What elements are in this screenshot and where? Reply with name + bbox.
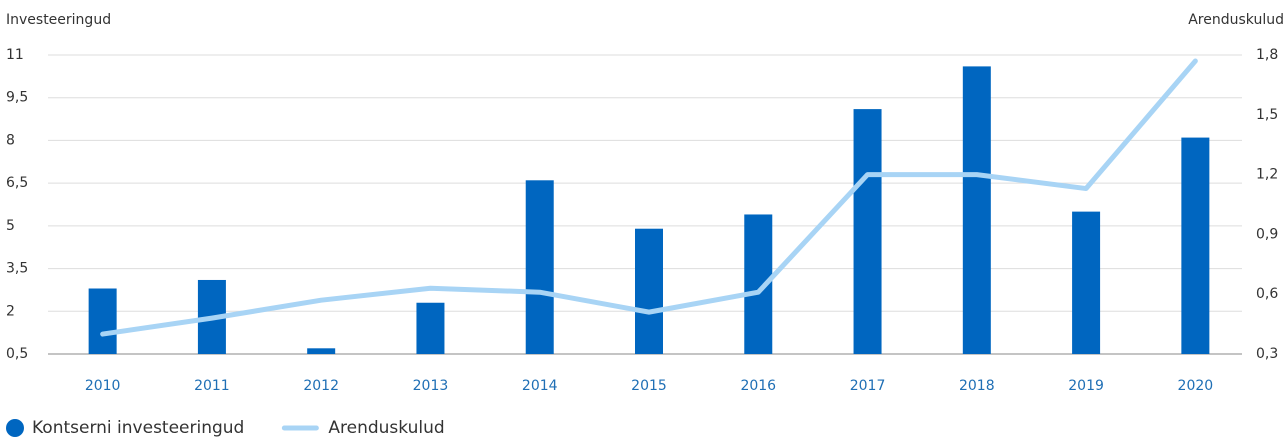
y2-tick-label: 0,6 — [1256, 286, 1278, 302]
bar — [416, 302, 445, 354]
x-tick-label: 2012 — [303, 378, 339, 394]
y2-tick-label: 1,2 — [1256, 167, 1278, 183]
x-tick-label: 2014 — [522, 378, 558, 394]
line — [100, 58, 1198, 337]
y-axis-title: Investeeringud — [6, 12, 111, 28]
x-tick-label: 2019 — [1068, 378, 1104, 394]
y-tick-label: 9,5 — [6, 90, 28, 106]
legend-label: Kontserni investeeringud — [32, 418, 244, 438]
x-tick-label: 2015 — [631, 378, 667, 394]
bar — [853, 109, 882, 354]
x-tick-label: 2020 — [1178, 378, 1214, 394]
y2-tick-label: 1,5 — [1256, 107, 1278, 123]
legend-label: Arenduskulud — [328, 418, 444, 438]
legend-swatch — [6, 419, 24, 437]
y2-tick-label: 1,8 — [1256, 47, 1278, 63]
y2-axis-title: Arenduskulud — [1188, 12, 1284, 28]
y-tick-label: 11 — [6, 47, 24, 63]
y-tick-label: 3,5 — [6, 261, 28, 277]
bar — [1181, 137, 1210, 354]
bar — [525, 180, 554, 354]
bar — [307, 348, 336, 354]
y2-tick-label: 0,3 — [1256, 346, 1278, 362]
y-tick-label: 6,5 — [6, 175, 28, 191]
bar — [88, 288, 117, 354]
x-tick-label: 2018 — [959, 378, 995, 394]
y2-tick-label: 0,9 — [1256, 226, 1278, 242]
bar — [962, 66, 991, 354]
bar — [635, 228, 663, 354]
y-tick-label: 8 — [6, 132, 15, 148]
y-tick-label: 5 — [6, 218, 15, 234]
x-tick-label: 2016 — [740, 378, 776, 394]
x-tick-label: 2011 — [194, 378, 230, 394]
y-tick-label: 0,5 — [6, 346, 28, 362]
y-tick-label: 2 — [6, 303, 15, 319]
x-tick-label: 2017 — [850, 378, 886, 394]
x-tick-label: 2013 — [413, 378, 449, 394]
x-tick-label: 2010 — [85, 378, 121, 394]
bar — [1072, 211, 1101, 354]
